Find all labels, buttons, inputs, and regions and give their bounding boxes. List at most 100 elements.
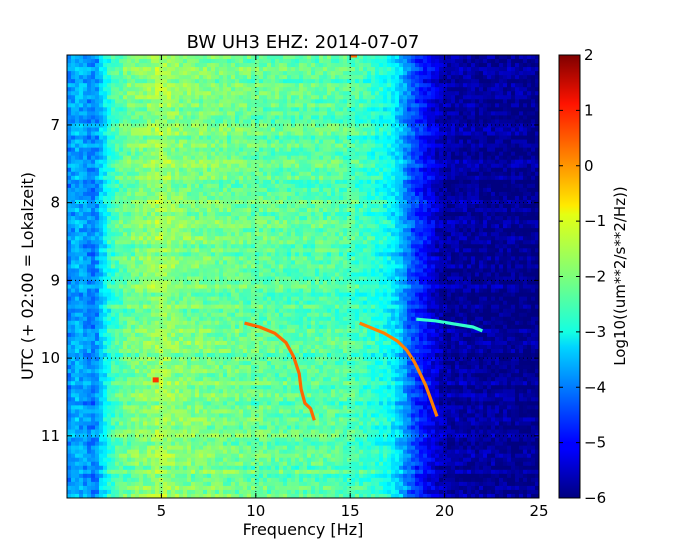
heatmap-cell	[99, 180, 104, 185]
heatmap-cell	[119, 115, 124, 120]
heatmap-cell	[359, 123, 364, 128]
heatmap-cell	[191, 220, 196, 225]
heatmap-cell	[179, 212, 184, 217]
heatmap-cell	[71, 176, 76, 181]
heatmap-cell	[343, 79, 348, 84]
heatmap-cell	[463, 188, 468, 193]
heatmap-cell	[199, 220, 204, 225]
heatmap-cell	[251, 91, 256, 96]
heatmap-cell	[383, 111, 388, 116]
heatmap-cell	[299, 71, 304, 76]
heatmap-cell	[203, 160, 208, 165]
heatmap-cell	[127, 164, 132, 169]
heatmap-cell	[211, 176, 216, 181]
heatmap-cell	[223, 83, 228, 88]
heatmap-cell	[339, 208, 344, 213]
heatmap-cell	[91, 192, 96, 197]
heatmap-cell	[275, 103, 280, 108]
heatmap-cell	[111, 71, 116, 76]
heatmap-cell	[387, 172, 392, 177]
heatmap-cell	[75, 127, 80, 132]
heatmap-cell	[231, 172, 236, 177]
heatmap-cell	[399, 180, 404, 185]
heatmap-cell	[195, 55, 200, 60]
heatmap-cell	[411, 59, 416, 64]
heatmap-cell	[87, 160, 92, 165]
heatmap-cell	[519, 192, 524, 197]
heatmap-cell	[107, 107, 112, 112]
heatmap-cell	[203, 127, 208, 132]
heatmap-cell	[371, 107, 376, 112]
heatmap-cell	[323, 196, 328, 201]
heatmap-cell	[231, 212, 236, 217]
heatmap-cell	[115, 79, 120, 84]
heatmap-cell	[243, 216, 248, 221]
heatmap-cell	[167, 164, 172, 169]
heatmap-cell	[307, 75, 312, 80]
heatmap-cell	[219, 99, 224, 104]
heatmap-cell	[463, 119, 468, 124]
heatmap-cell	[239, 144, 244, 149]
heatmap-cell	[87, 136, 92, 141]
heatmap-cell	[439, 216, 444, 221]
heatmap-cell	[323, 107, 328, 112]
heatmap-cell	[95, 111, 100, 116]
heatmap-cell	[475, 180, 480, 185]
heatmap-cell	[175, 107, 180, 112]
heatmap-cell	[367, 123, 372, 128]
heatmap-cell	[347, 164, 352, 169]
heatmap-cell	[175, 127, 180, 132]
heatmap-cell	[91, 63, 96, 68]
heatmap-cell	[399, 204, 404, 209]
heatmap-cell	[239, 220, 244, 225]
heatmap-cell	[403, 144, 408, 149]
heatmap-cell	[291, 160, 296, 165]
heatmap-cell	[83, 71, 88, 76]
heatmap-cell	[383, 172, 388, 177]
heatmap-cell	[451, 111, 456, 116]
heatmap-cell	[227, 216, 232, 221]
heatmap-cell	[307, 204, 312, 209]
heatmap-cell	[83, 91, 88, 96]
heatmap-cell	[87, 168, 92, 173]
heatmap-cell	[499, 107, 504, 112]
heatmap-cell	[463, 208, 468, 213]
heatmap-cell	[115, 212, 120, 217]
heatmap-cell	[531, 127, 536, 132]
heatmap-cell	[243, 87, 248, 92]
heatmap-cell	[147, 196, 152, 201]
heatmap-cell	[315, 136, 320, 141]
heatmap-cell	[143, 95, 148, 100]
heatmap-cell	[259, 208, 264, 213]
heatmap-cell	[503, 75, 508, 80]
heatmap-cell	[355, 119, 360, 124]
heatmap-cell	[503, 115, 508, 120]
heatmap-cell	[467, 115, 472, 120]
heatmap-cell	[447, 168, 452, 173]
heatmap-cell	[531, 71, 536, 76]
heatmap-cell	[87, 107, 92, 112]
heatmap-cell	[271, 71, 276, 76]
heatmap-cell	[323, 180, 328, 185]
heatmap-cell	[307, 107, 312, 112]
heatmap-cell	[267, 71, 272, 76]
heatmap-cell	[439, 107, 444, 112]
heatmap-cell	[515, 148, 520, 153]
heatmap-cell	[247, 79, 252, 84]
heatmap-cell	[483, 67, 488, 72]
heatmap-cell	[139, 180, 144, 185]
heatmap-cell	[491, 188, 496, 193]
heatmap-cell	[247, 136, 252, 141]
heatmap-cell	[163, 103, 168, 108]
heatmap-cell	[147, 180, 152, 185]
heatmap-cell	[179, 192, 184, 197]
heatmap-cell	[247, 212, 252, 217]
heatmap-cell	[435, 180, 440, 185]
heatmap-cell	[103, 192, 108, 197]
heatmap-cell	[239, 83, 244, 88]
heatmap-cell	[331, 115, 336, 120]
heatmap-cell	[115, 192, 120, 197]
heatmap-cell	[83, 59, 88, 64]
heatmap-cell	[403, 172, 408, 177]
heatmap-cell	[507, 164, 512, 169]
